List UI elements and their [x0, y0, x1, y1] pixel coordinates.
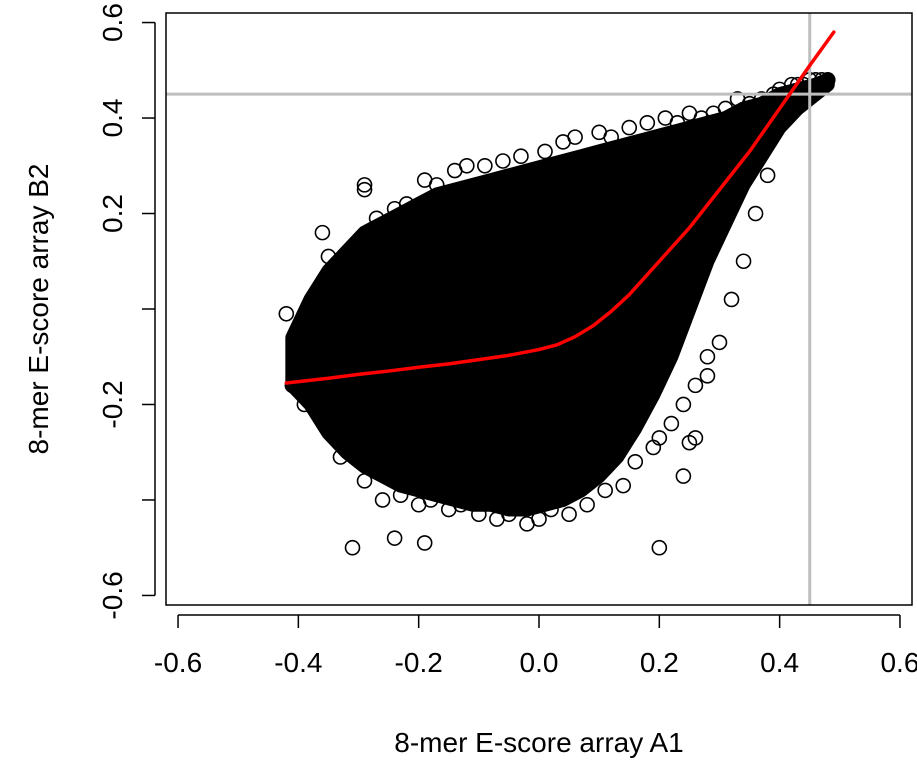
data-point: [477, 157, 493, 174]
data-point: [308, 368, 325, 384]
data-point: [651, 539, 668, 556]
data-point: [362, 458, 379, 475]
data-point: [495, 153, 511, 169]
data-point: [681, 434, 698, 451]
data-point: [326, 415, 343, 432]
data-point: [759, 167, 776, 184]
data-point: [452, 496, 469, 513]
data-point: [344, 425, 361, 441]
data-point: [561, 506, 577, 523]
data-point: [813, 72, 830, 88]
data-point: [471, 506, 487, 523]
y-tick-label: 0.4: [97, 99, 128, 138]
data-point: [627, 453, 644, 470]
point-cloud: [285, 72, 835, 517]
plot-frame: [165, 12, 913, 606]
data-point: [386, 530, 403, 546]
fit-line: [284, 30, 836, 385]
data-point: [356, 181, 373, 198]
data-point: [735, 253, 752, 270]
data-point: [392, 487, 409, 503]
data-point: [687, 377, 704, 394]
y-axis: -0.6 -0.2 0.2 0.4 0.6: [97, 3, 156, 620]
data-point: [501, 506, 517, 523]
x-tick-label: 0.2: [640, 647, 679, 678]
data-point: [344, 539, 361, 556]
data-point: [747, 205, 764, 222]
data-point: [356, 473, 373, 489]
scatter-points: [278, 72, 836, 556]
data-point: [356, 177, 373, 193]
data-point: [380, 468, 397, 484]
data-point: [651, 430, 668, 446]
data-point: [531, 511, 547, 527]
data-point: [350, 267, 367, 284]
x-axis: -0.6 -0.4 -0.2 0.0 0.2 0.4 0.6: [154, 614, 917, 678]
x-tick-label: -0.4: [274, 647, 322, 678]
data-point: [368, 210, 385, 227]
data-point: [543, 501, 559, 518]
data-point: [278, 305, 295, 322]
data-point: [699, 368, 716, 384]
data-point: [675, 396, 692, 413]
data-point: [422, 492, 439, 508]
data-point: [615, 477, 632, 494]
fit-line-path: [284, 30, 836, 385]
data-point: [326, 286, 343, 303]
x-tick-label: 0.0: [520, 647, 559, 678]
data-point: [711, 334, 728, 351]
x-tick-label: 0.4: [760, 647, 799, 678]
data-point: [428, 177, 445, 193]
data-point: [513, 148, 529, 165]
data-point: [597, 482, 613, 499]
x-tick-label: -0.2: [395, 647, 443, 678]
data-point: [374, 492, 391, 508]
y-tick-label: -0.6: [97, 571, 128, 619]
data-point: [717, 100, 734, 117]
data-point: [621, 119, 638, 136]
data-point: [398, 196, 415, 212]
data-point: [332, 449, 349, 465]
data-point: [819, 72, 836, 88]
x-axis-title: 8-mer E-score array A1: [394, 727, 683, 758]
data-point: [603, 129, 619, 145]
data-point: [416, 535, 433, 551]
data-point: [669, 115, 686, 131]
cloud-region: [285, 72, 835, 517]
data-point: [320, 248, 337, 265]
x-tick-label: 0.6: [880, 647, 917, 678]
data-point: [639, 115, 656, 131]
data-point: [537, 143, 553, 160]
data-point: [699, 348, 716, 365]
data-point: [284, 377, 301, 394]
y-tick-label: 0.6: [97, 3, 128, 42]
data-point: [579, 496, 595, 513]
y-axis-title: 8-mer E-score array B2: [23, 164, 54, 455]
data-point: [675, 468, 692, 484]
data-point: [338, 348, 355, 365]
x-tick-label: -0.6: [154, 647, 202, 678]
data-point: [723, 291, 740, 308]
data-point: [567, 129, 583, 145]
data-point: [296, 396, 313, 413]
y-tick-label: -0.2: [97, 380, 128, 428]
y-tick-label: 0.2: [97, 194, 128, 233]
data-point: [459, 157, 475, 174]
data-point: [663, 415, 680, 432]
data-point: [314, 224, 331, 241]
